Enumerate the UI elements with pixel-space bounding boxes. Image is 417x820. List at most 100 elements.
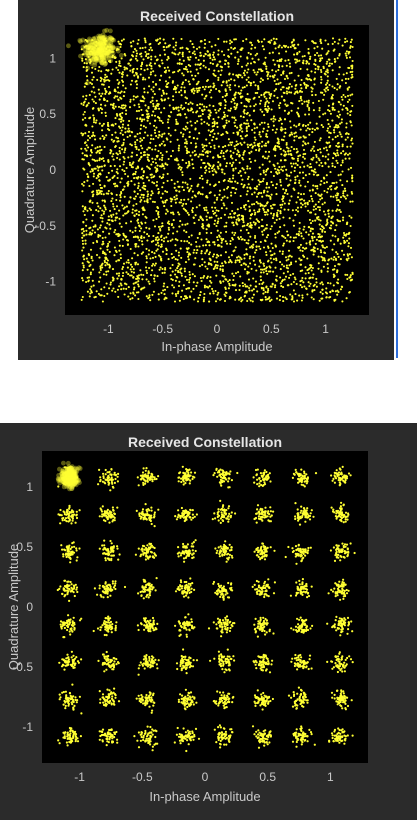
sample-point [263, 211, 266, 214]
sample-point [167, 57, 170, 60]
sample-point [253, 187, 256, 190]
sample-point [281, 65, 284, 68]
sample-point [272, 163, 275, 166]
sample-point [282, 197, 285, 200]
sample-point [172, 46, 175, 49]
sample-point [243, 109, 246, 112]
sample-point [243, 224, 246, 227]
sample-point [92, 118, 96, 121]
sample-point [230, 216, 233, 219]
sample-point [103, 45, 108, 51]
sample-point [133, 183, 136, 186]
sample-point [170, 155, 173, 158]
sample-point [94, 159, 97, 162]
sample-point [230, 41, 233, 44]
sample-point [254, 159, 257, 162]
sample-point [289, 120, 292, 123]
sample-point [195, 284, 198, 287]
sample-point [68, 622, 71, 625]
sample-point [129, 98, 132, 101]
sample-point [227, 179, 230, 182]
sample-point [232, 99, 235, 102]
sample-point [191, 151, 194, 154]
sample-point [279, 117, 282, 120]
sample-point [114, 145, 117, 149]
sample-point [195, 245, 198, 248]
sample-point [157, 42, 160, 46]
sample-point [149, 299, 152, 302]
sample-point [107, 242, 110, 245]
sample-point [161, 99, 164, 102]
sample-point [117, 40, 120, 43]
sample-point [71, 697, 74, 700]
sample-point [290, 255, 293, 258]
sample-point [69, 694, 72, 697]
sample-point [181, 72, 184, 75]
sample-point [283, 202, 286, 205]
sample-point [341, 285, 344, 289]
sample-point [324, 90, 327, 93]
sample-point [258, 183, 261, 186]
sample-point [103, 97, 106, 100]
sample-point [204, 171, 207, 174]
sample-point [315, 285, 318, 288]
sample-point [66, 466, 69, 469]
sample-point [126, 243, 130, 246]
sample-point [344, 52, 347, 55]
sample-point [102, 701, 105, 704]
sample-point [213, 144, 216, 147]
sample-point [139, 176, 142, 179]
x-tick-label: -0.5 [152, 322, 173, 336]
sample-point [101, 57, 107, 63]
sample-point [161, 121, 164, 124]
sample-point [348, 152, 351, 155]
sample-point [217, 116, 220, 119]
sample-point [127, 273, 130, 276]
sample-point [269, 270, 272, 273]
sample-point [189, 154, 192, 157]
sample-point [232, 73, 235, 76]
sample-point [277, 65, 281, 69]
sample-point [160, 234, 163, 237]
sample-point [120, 118, 123, 121]
sample-point [277, 169, 280, 172]
sample-point [317, 206, 320, 209]
sample-point [145, 109, 148, 112]
sample-point [126, 266, 129, 269]
sample-point [206, 155, 209, 158]
sample-point [160, 291, 163, 294]
sample-point [101, 236, 104, 240]
sample-point [121, 267, 124, 271]
sample-point [98, 165, 101, 168]
sample-point [134, 245, 137, 248]
sample-point [78, 619, 82, 622]
sample-point [233, 121, 236, 124]
sample-point [333, 268, 336, 271]
sample-point [347, 245, 350, 248]
sample-point [317, 65, 320, 68]
sample-point [106, 121, 110, 124]
sample-point [83, 50, 88, 56]
sample-point [126, 175, 130, 178]
sample-point [252, 259, 255, 262]
sample-point [82, 47, 88, 53]
sample-point [212, 165, 215, 168]
sample-point [279, 276, 282, 279]
sample-point [256, 210, 259, 213]
sample-point [325, 146, 328, 149]
sample-point [311, 227, 314, 231]
sample-point [72, 659, 75, 662]
sample-point [161, 89, 165, 92]
sample-point [160, 59, 163, 62]
sample-point [205, 238, 208, 241]
sample-point [267, 287, 270, 290]
sample-point [111, 289, 114, 292]
sample-point [217, 109, 220, 112]
sample-point [279, 88, 283, 91]
sample-point [210, 45, 213, 48]
sample-point [230, 78, 233, 81]
sample-point [117, 235, 120, 238]
sample-point [67, 546, 70, 549]
sample-point [323, 72, 326, 75]
sample-point [103, 56, 109, 62]
